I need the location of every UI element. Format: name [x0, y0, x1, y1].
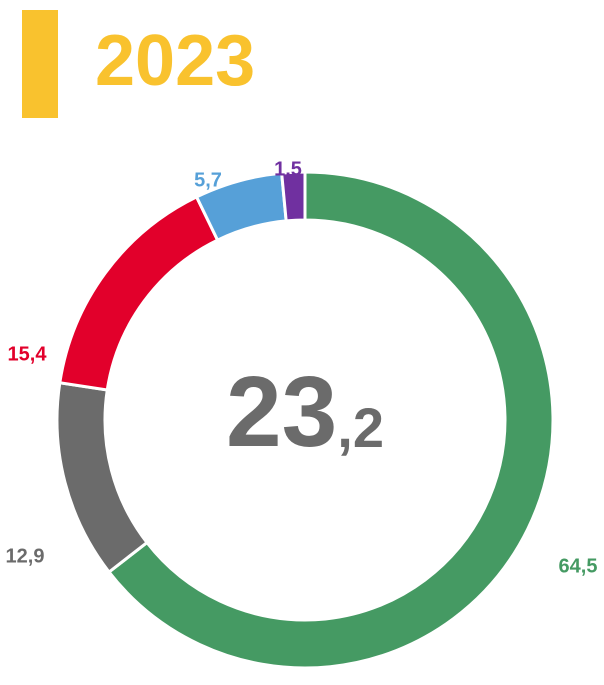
data-label: 1,5: [274, 158, 302, 180]
data-label: 12,9: [6, 545, 45, 567]
data-label: 15,4: [8, 343, 48, 365]
center-label: 23,2: [226, 356, 384, 468]
donut-segment: [280, 170, 307, 223]
donut-segment: [106, 170, 555, 670]
data-label: 64,5: [559, 555, 598, 577]
chart-title: 2023: [95, 21, 255, 101]
title-bar: [22, 10, 58, 118]
donut-segment: [58, 194, 220, 392]
donut-segment: [55, 381, 150, 575]
data-label: 5,7: [194, 169, 222, 191]
